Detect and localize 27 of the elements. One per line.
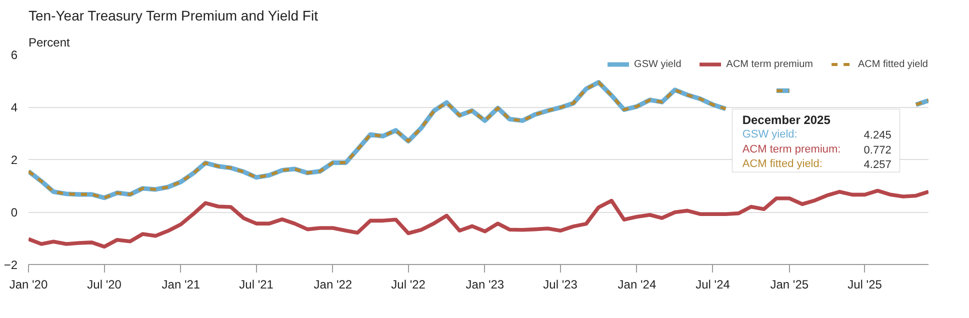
x-tick-label: Jul '21 <box>239 278 274 292</box>
x-tick-label: Jan '24 <box>618 278 656 292</box>
x-tick-label: Jul '23 <box>543 278 578 292</box>
y-tick-label: 4 <box>10 100 18 114</box>
text: ACM term premium: 0.772 <box>742 143 892 156</box>
legend-label: ACM fitted yield <box>858 58 928 70</box>
legend-label: GSW yield <box>634 58 682 70</box>
annotation: December 2025 <box>742 113 831 128</box>
line-series <box>28 188 928 249</box>
y-tick-label: 2 <box>10 153 18 167</box>
x-tick-label: Jan '23 <box>466 278 504 292</box>
text: GSW yield: 4.245 <box>742 128 892 142</box>
x-tick-label: Jul '20 <box>87 278 122 292</box>
x-tick-label: Jan '20 <box>9 278 48 292</box>
chart-title: Ten-Year Treasury Term Premium and Yield Fit <box>28 8 318 24</box>
y-axis-title: Percent <box>28 36 71 50</box>
y-tick-label: 6 <box>10 48 18 62</box>
x-tick-label: Jan '21 <box>162 278 200 292</box>
x-tick-label: Jul '22 <box>391 278 426 292</box>
x-tick-label: Jan '22 <box>314 278 352 292</box>
y-tick-label: 0 <box>10 206 18 220</box>
legend-label: ACM term premium <box>726 58 813 70</box>
y-tick-label: −2 <box>4 258 18 272</box>
x-tick-label: Jan '25 <box>770 278 809 292</box>
x-tick-label: Jul '24 <box>696 278 730 292</box>
x-tick-label: Jul '25 <box>848 278 882 292</box>
text: ACM fitted yield: 4.257 <box>742 158 892 172</box>
